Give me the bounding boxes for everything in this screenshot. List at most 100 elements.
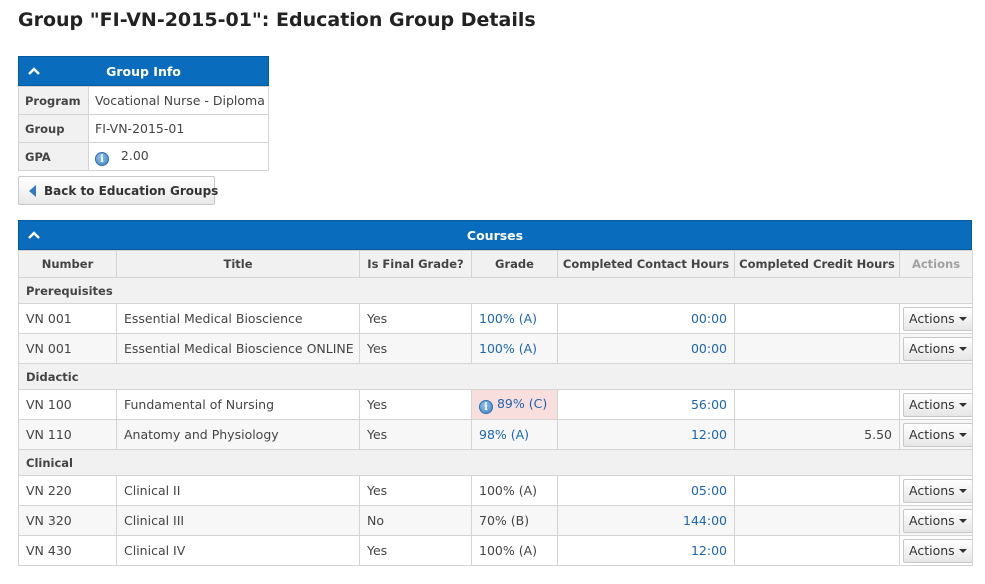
group-info-panel: Group Info Program Vocational Nurse - Di…: [18, 56, 269, 171]
caret-down-icon: [958, 432, 967, 437]
contact-hours-link[interactable]: 00:00: [557, 333, 735, 364]
caret-down-icon: [958, 402, 967, 407]
course-number: VN 430: [18, 535, 117, 566]
page-title: Group "FI-VN-2015-01": Education Group D…: [18, 9, 536, 31]
course-title: Essential Medical Bioscience ONLINE: [116, 333, 360, 364]
column-header-actions: Actions: [899, 250, 973, 278]
grade-value: 100% (A): [471, 535, 558, 566]
actions-cell: Actions: [899, 389, 973, 420]
column-header-final-grade[interactable]: Is Final Grade?: [359, 250, 472, 278]
caret-down-icon: [958, 316, 967, 321]
group-info-title: Group Info: [106, 64, 181, 79]
info-icon[interactable]: i: [479, 399, 493, 414]
group-info-header: Group Info: [18, 56, 269, 86]
is-final-grade: Yes: [359, 419, 472, 450]
actions-label: Actions: [909, 427, 955, 442]
chevron-up-icon[interactable]: [28, 66, 40, 76]
info-label: Program: [18, 86, 89, 115]
grade-value: 70% (B): [471, 505, 558, 536]
courses-table: Number Title Is Final Grade? Grade Compl…: [18, 250, 973, 566]
group-value: FI-VN-2015-01: [88, 114, 269, 143]
course-number: VN 110: [18, 419, 117, 450]
actions-dropdown-button[interactable]: Actions: [903, 478, 972, 503]
grade-link[interactable]: 100% (A): [471, 303, 558, 334]
chevron-up-icon[interactable]: [28, 230, 40, 240]
actions-dropdown-button[interactable]: Actions: [903, 538, 972, 563]
credit-hours: [734, 505, 900, 536]
table-row: VN 110 Anatomy and Physiology Yes 98% (A…: [18, 419, 973, 450]
caret-down-icon: [958, 518, 967, 523]
caret-down-icon: [958, 346, 967, 351]
course-title: Clinical III: [116, 505, 360, 536]
course-number: VN 320: [18, 505, 117, 536]
info-icon[interactable]: i: [95, 151, 109, 166]
actions-cell: Actions: [899, 333, 973, 364]
info-row-gpa: GPA i 2.00: [18, 142, 269, 171]
column-header-contact-hours[interactable]: Completed Contact Hours: [557, 250, 735, 278]
column-header-number[interactable]: Number: [18, 250, 117, 278]
table-row: VN 220 Clinical II Yes 100% (A) 05:00 Ac…: [18, 475, 973, 506]
group-row-prerequisites: Prerequisites: [18, 277, 973, 304]
credit-hours: [734, 475, 900, 506]
courses-panel: Courses Number Title Is Final Grade? Gra…: [18, 220, 973, 566]
contact-hours-link[interactable]: 05:00: [557, 475, 735, 506]
is-final-grade: Yes: [359, 303, 472, 334]
course-number: VN 001: [18, 303, 117, 334]
gpa-cell: i 2.00: [88, 142, 269, 171]
actions-dropdown-button[interactable]: Actions: [903, 306, 972, 331]
column-header-title[interactable]: Title: [116, 250, 360, 278]
contact-hours-link[interactable]: 144:00: [557, 505, 735, 536]
course-title: Anatomy and Physiology: [116, 419, 360, 450]
actions-label: Actions: [909, 311, 955, 326]
actions-dropdown-button[interactable]: Actions: [903, 392, 972, 417]
courses-title: Courses: [466, 228, 524, 243]
actions-cell: Actions: [899, 303, 973, 334]
actions-label: Actions: [909, 513, 955, 528]
contact-hours-link[interactable]: 12:00: [557, 419, 735, 450]
group-label: Clinical: [18, 449, 973, 476]
column-header-grade[interactable]: Grade: [471, 250, 558, 278]
credit-hours: [734, 389, 900, 420]
group-label: Prerequisites: [18, 277, 973, 304]
courses-header: Courses: [18, 220, 972, 250]
actions-cell: Actions: [899, 419, 973, 450]
table-row: VN 001 Essential Medical Bioscience ONLI…: [18, 333, 973, 364]
info-label: Group: [18, 114, 89, 143]
column-header-credit-hours[interactable]: Completed Credit Hours: [734, 250, 900, 278]
actions-label: Actions: [909, 483, 955, 498]
is-final-grade: Yes: [359, 535, 472, 566]
table-row: VN 430 Clinical IV Yes 100% (A) 12:00 Ac…: [18, 535, 973, 566]
grade-warning-cell[interactable]: i 89% (C): [471, 389, 558, 420]
course-title: Clinical II: [116, 475, 360, 506]
contact-hours-link[interactable]: 56:00: [557, 389, 735, 420]
info-row-group: Group FI-VN-2015-01: [18, 114, 269, 143]
actions-label: Actions: [909, 397, 955, 412]
left-triangle-icon: [29, 184, 36, 197]
grade-link[interactable]: 89% (C): [496, 395, 548, 411]
actions-dropdown-button[interactable]: Actions: [903, 508, 972, 533]
grade-link[interactable]: 100% (A): [471, 333, 558, 364]
contact-hours-link[interactable]: 12:00: [557, 535, 735, 566]
caret-down-icon: [958, 548, 967, 553]
grade-value: 100% (A): [471, 475, 558, 506]
back-to-education-groups-button[interactable]: Back to Education Groups: [18, 176, 219, 205]
actions-cell: Actions: [899, 475, 973, 506]
back-button-label: Back to Education Groups: [44, 183, 219, 198]
group-label: Didactic: [18, 363, 973, 390]
group-row-clinical: Clinical: [18, 449, 973, 476]
table-row: VN 320 Clinical III No 70% (B) 144:00 Ac…: [18, 505, 973, 536]
table-row: VN 001 Essential Medical Bioscience Yes …: [18, 303, 973, 334]
program-value: Vocational Nurse - Diploma: [88, 86, 269, 115]
group-info-table: Program Vocational Nurse - Diploma Group…: [18, 86, 269, 171]
actions-dropdown-button[interactable]: Actions: [903, 336, 972, 361]
info-label: GPA: [18, 142, 89, 171]
actions-dropdown-button[interactable]: Actions: [903, 422, 972, 447]
contact-hours-link[interactable]: 00:00: [557, 303, 735, 334]
credit-hours: [734, 333, 900, 364]
grade-link[interactable]: 98% (A): [471, 419, 558, 450]
course-number: VN 220: [18, 475, 117, 506]
is-final-grade: No: [359, 505, 472, 536]
actions-cell: Actions: [899, 505, 973, 536]
table-row: VN 100 Fundamental of Nursing Yes i 89% …: [18, 389, 973, 420]
credit-hours: 5.50: [734, 419, 900, 450]
